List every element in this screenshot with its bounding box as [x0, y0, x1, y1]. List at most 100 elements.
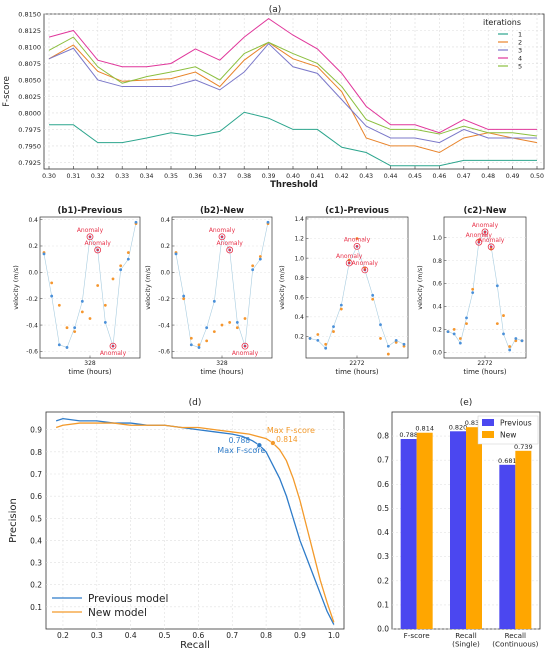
- x-axis-label: time (hours): [463, 368, 506, 376]
- anomaly-marker: [109, 342, 117, 350]
- bar-previous: [400, 439, 417, 629]
- max-f-point: [270, 440, 276, 446]
- blue-point: [205, 326, 209, 330]
- y-tick-label: 0.1: [377, 600, 389, 609]
- max-f-label: Max F-score: [217, 446, 265, 455]
- panel-frame: [171, 216, 273, 359]
- x-tick-label: 0.40: [286, 173, 300, 180]
- panel-c2-label: (c2)-New: [464, 206, 507, 216]
- blue-point: [258, 257, 262, 261]
- y-tick-label: 1.0: [432, 235, 442, 242]
- x-tick-label: 0.45: [408, 173, 422, 180]
- anomaly-label: Anomaly: [85, 240, 112, 247]
- y-tick-label: -0.6: [26, 349, 38, 356]
- legend-label: 5: [518, 63, 522, 71]
- anomaly-label: Anomaly: [472, 222, 499, 229]
- x-tick-label: 0.34: [140, 173, 154, 180]
- anomaly-center: [355, 245, 359, 248]
- legend-label: New model: [88, 607, 147, 619]
- panel-b1: (b1)-Previous -0.6 -0.4 -0.2 0.0 0.2 0.4 328tim…: [12, 206, 141, 376]
- blue-point: [502, 332, 505, 336]
- y-tick-label: -0.4: [158, 322, 170, 329]
- blue-point: [316, 338, 320, 342]
- bar-value-label: 0.739: [514, 443, 533, 451]
- panel-a-label: (a): [269, 5, 282, 15]
- category-label-line: F-score: [404, 631, 431, 640]
- panel-e-label: (e): [460, 398, 473, 408]
- y-tick-label: 0.8: [377, 432, 389, 441]
- legend-label: Previous: [500, 419, 532, 428]
- y-tick-label: 0.6: [377, 480, 389, 489]
- legend-label: 3: [518, 47, 522, 55]
- orange-point: [205, 339, 209, 343]
- legend: Previous New: [477, 415, 539, 445]
- series-line-1: [49, 111, 537, 167]
- y-tick-label: 0.5: [377, 504, 389, 513]
- y-tick-label: 0.8: [432, 258, 442, 265]
- anomaly-center: [111, 344, 115, 348]
- bar-value-label: 0.788: [399, 431, 418, 439]
- x-tick-label: 0.31: [67, 173, 81, 180]
- legend-label: 1: [518, 31, 522, 39]
- y-tick-label: -0.4: [26, 322, 38, 329]
- y-tick-label: 0.4: [432, 304, 442, 311]
- x-axis-label: Recall: [180, 640, 210, 651]
- anomaly-marker: [353, 242, 361, 250]
- bar-previous: [499, 464, 516, 629]
- blue-point: [197, 346, 201, 349]
- anomaly-marker: [241, 342, 249, 350]
- x-tick-label: 0.42: [335, 173, 349, 180]
- blue-point: [458, 341, 462, 345]
- orange-point: [402, 344, 406, 348]
- panel-b1-label: (b1)-Previous: [58, 206, 123, 216]
- y-tick-label: 1.4: [294, 216, 304, 223]
- blue-point: [174, 252, 178, 256]
- orange-point: [332, 330, 335, 333]
- blue-point: [520, 339, 524, 343]
- bar-value-label: 0.681: [498, 457, 517, 465]
- panel-c1-label: (c1)-Previous: [325, 206, 389, 216]
- y-tick-label: 0.2: [30, 581, 42, 590]
- y-tick-label: 0.0: [160, 270, 170, 277]
- orange-point: [197, 343, 201, 347]
- orange-point: [324, 342, 328, 346]
- panel-d: (d) 0.2 0.3 0.4 0.5 0.6 0.7 0.8 0.9 1.0 0.1 0.2 0.3 0…: [8, 398, 345, 651]
- y-axis-label: velocity (m/s): [144, 265, 152, 309]
- x-tick-label: 0.35: [164, 173, 178, 180]
- panel-a: (a) 0.30 0.31 0.32 0.33 0.34 0.35 0.36 0.37 0.38 0…: [2, 5, 545, 190]
- blue-point: [402, 342, 406, 346]
- orange-point: [119, 264, 123, 268]
- blue-point: [42, 252, 46, 256]
- x-axis-label: Threshold: [270, 180, 318, 190]
- orange-point: [96, 284, 100, 287]
- anomaly-center: [347, 261, 351, 265]
- y-tick-label: 0.7: [30, 470, 42, 479]
- y-tick-label: 1.2: [294, 236, 304, 243]
- anomaly-center: [228, 248, 231, 252]
- blue-point: [251, 268, 255, 272]
- anomaly-center: [363, 268, 367, 272]
- anomaly-label: Anomaly: [344, 236, 371, 243]
- orange-point: [182, 297, 186, 301]
- panel-frame: [443, 216, 527, 359]
- y-tick-label: 0.8: [294, 275, 304, 282]
- orange-point: [189, 336, 193, 340]
- y-tick-label: 0.6: [30, 492, 42, 501]
- y-tick-label: 0.2: [160, 243, 170, 250]
- x-tick-label: 2272: [477, 360, 492, 367]
- y-tick-label: 0.6: [432, 281, 442, 288]
- y-tick-label: 0.8025: [18, 93, 41, 101]
- anomaly-center: [220, 235, 224, 238]
- anomaly-marker: [481, 228, 489, 236]
- x-tick-label: 0.8: [260, 631, 272, 640]
- blue-point: [50, 294, 54, 298]
- orange-point: [126, 251, 130, 254]
- series-line-3: [48, 42, 537, 144]
- panel-frame: [305, 216, 409, 359]
- y-tick-label: 0.8075: [18, 60, 41, 68]
- anomaly-marker: [361, 266, 369, 274]
- legend-title: iterations: [483, 18, 521, 27]
- blue-point: [212, 299, 216, 303]
